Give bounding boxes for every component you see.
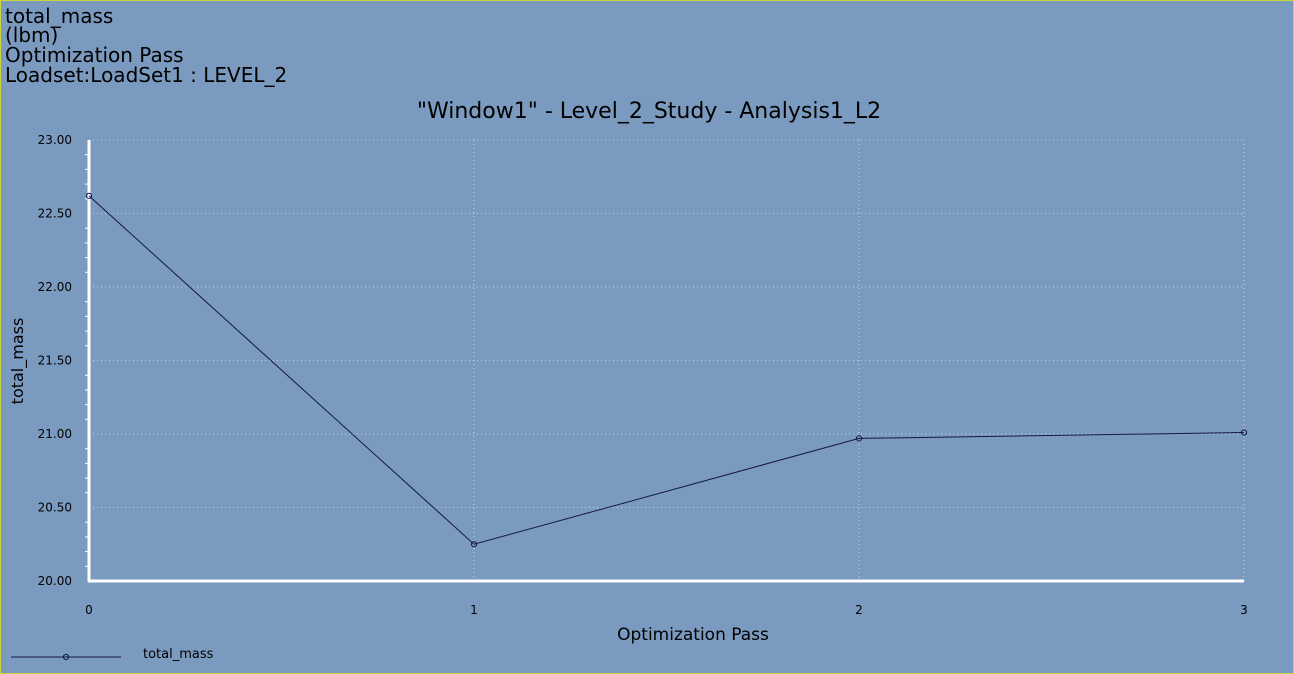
chart-title: "Window1" - Level_2_Study - Analysis1_L2 xyxy=(417,99,881,124)
header-loadset: Loadset:LoadSet1 : LEVEL_2 xyxy=(5,63,288,87)
y-tick-label: 20.50 xyxy=(38,501,72,515)
header-quantity: total_mass xyxy=(5,4,114,28)
y-tick-label: 20.00 xyxy=(38,574,72,588)
x-tick-label: 1 xyxy=(470,603,478,617)
x-tick-label: 0 xyxy=(85,603,93,617)
data-point xyxy=(85,192,93,199)
y-tick-label: 21.50 xyxy=(38,354,72,368)
header-x-quantity: Optimization Pass xyxy=(5,43,184,67)
y-tick-label: 23.00 xyxy=(38,133,72,147)
header-units: (lbm) xyxy=(5,23,59,47)
data-point xyxy=(470,541,478,548)
y-tick-label: 22.00 xyxy=(38,280,72,294)
y-tick-label: 21.00 xyxy=(38,427,72,441)
series-line-total_mass xyxy=(88,195,1245,545)
data-point xyxy=(855,435,863,442)
y-axis-label: total_mass xyxy=(8,318,28,405)
data-point xyxy=(1240,429,1248,436)
x-tick-label: 3 xyxy=(1240,603,1248,617)
y-tick-label: 22.50 xyxy=(38,207,72,221)
legend-label: total_mass xyxy=(143,647,214,662)
legend-marker xyxy=(62,653,70,661)
x-tick-label: 2 xyxy=(855,603,863,617)
x-axis-label: Optimization Pass xyxy=(617,625,769,645)
